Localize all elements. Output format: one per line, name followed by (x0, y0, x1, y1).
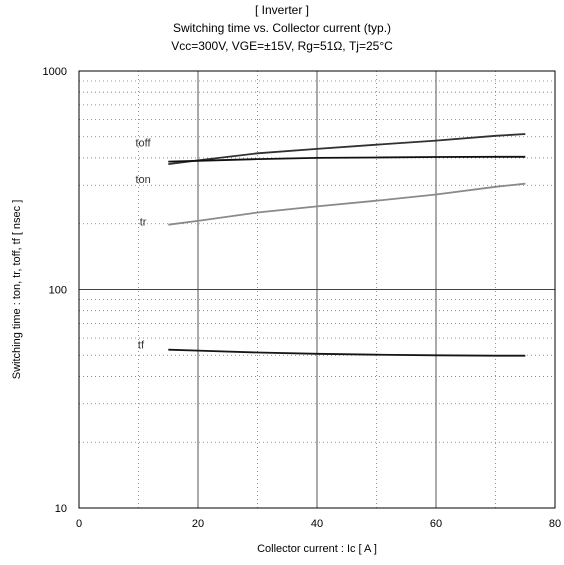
series-line-ton (168, 155, 526, 163)
grid (79, 71, 555, 508)
x-axis-label: Collector current : Ic [ A ] (257, 543, 377, 555)
x-tick-label: 60 (430, 518, 442, 530)
y-tick-label: 1000 (43, 66, 67, 78)
y-tick-label: 10 (55, 503, 67, 515)
chart-conditions: Vcc=300V, VGE=±15V, Rg=51Ω, Tj=25°C (171, 39, 393, 53)
series-label-tf: tf (138, 340, 145, 352)
chart-subtitle-inverter: [ Inverter ] (254, 3, 310, 17)
plot-frame (78, 70, 556, 509)
series-label-toff: toff (136, 138, 152, 150)
x-tick-label: 20 (192, 518, 204, 530)
y-tick-label: 100 (49, 285, 67, 297)
series-label-ton: ton (136, 174, 151, 186)
x-tick-label: 0 (76, 518, 82, 530)
x-tick-label: 40 (311, 518, 323, 530)
chart-title: Switching time vs. Collector current (ty… (172, 21, 392, 35)
series-line-tf (168, 348, 526, 357)
series-labels: toff ton tr tf (136, 138, 152, 352)
tick-labels: 0 20 40 60 80 10 100 1000 (43, 66, 562, 530)
series-line-tr (168, 182, 526, 226)
y-axis-label: Switching time : ton, tr, toff, tf [ nse… (11, 200, 23, 380)
series-label-tr: tr (140, 216, 147, 228)
series-lines (168, 133, 526, 357)
x-tick-label: 80 (549, 518, 561, 530)
series-line-toff (168, 133, 526, 165)
